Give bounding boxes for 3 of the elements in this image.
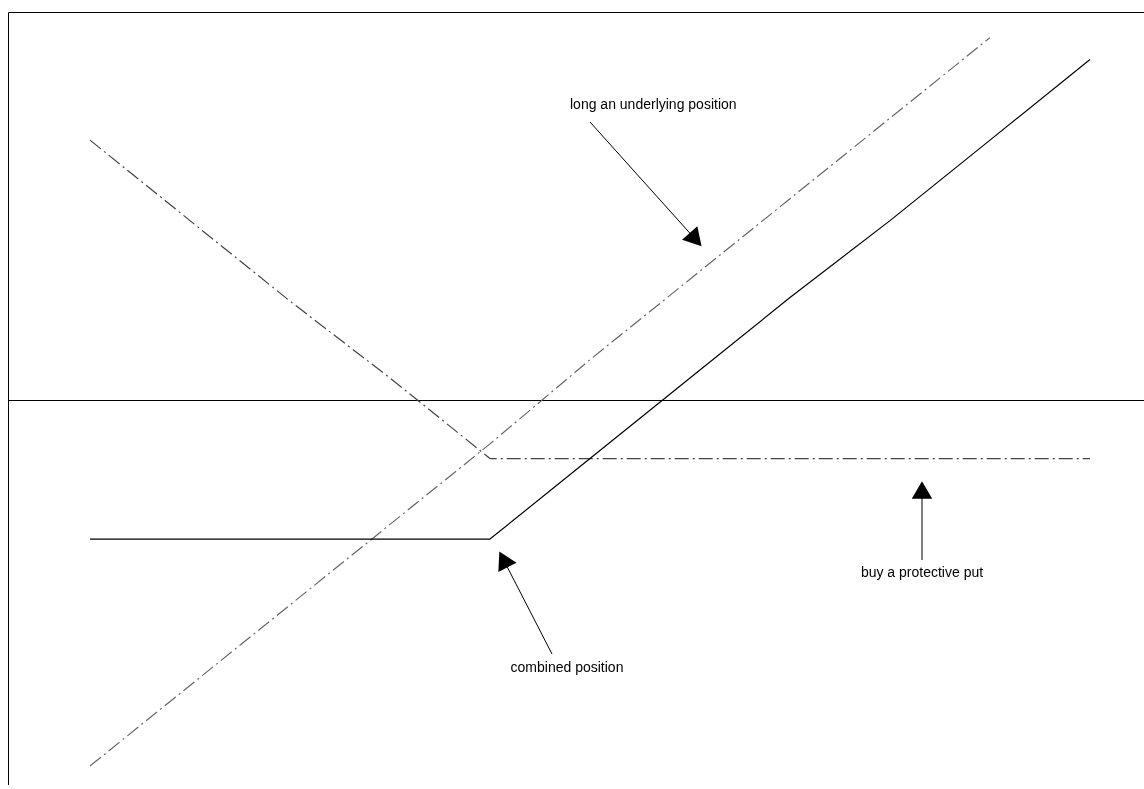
annotation: combined position	[510, 659, 624, 675]
annotation: buy a protective put	[860, 564, 984, 580]
annotation: long an underlying position	[570, 96, 737, 112]
